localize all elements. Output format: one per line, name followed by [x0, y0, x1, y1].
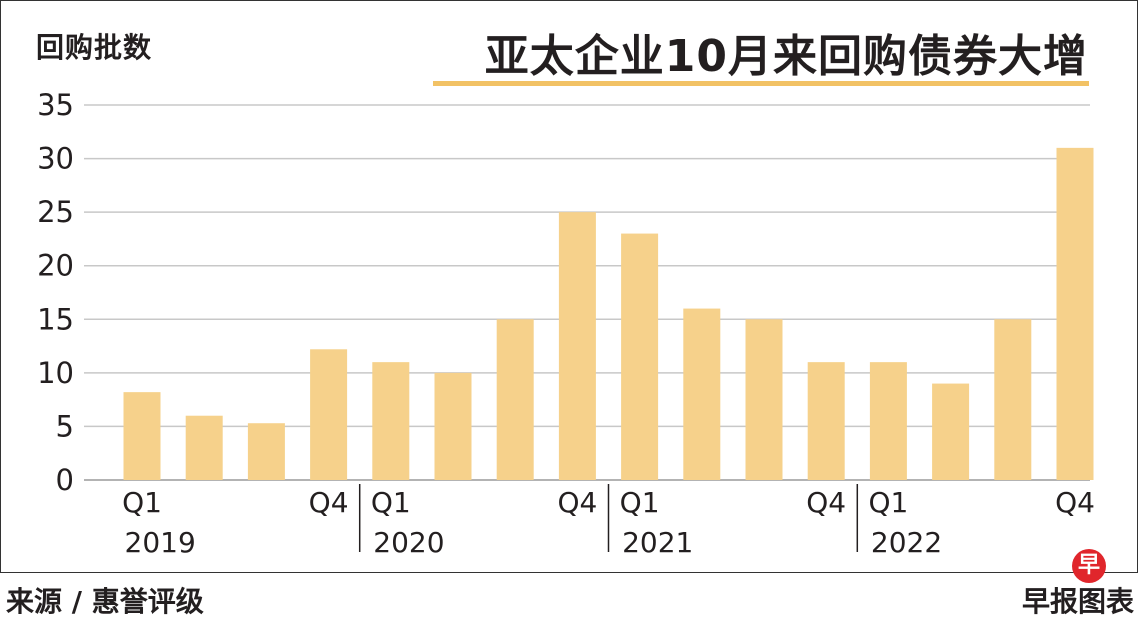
bar	[869, 362, 907, 480]
bar	[247, 423, 285, 480]
x-tick-label: Q4	[309, 486, 349, 519]
bar	[683, 308, 721, 480]
x-tick-label: Q1	[122, 486, 162, 519]
y-tick-label: 35	[37, 88, 74, 122]
y-tick-labels: 0 5 10 15 20 25 30 35	[37, 88, 74, 497]
year-label: 2021	[622, 526, 693, 559]
x-tick-label: Q4	[806, 486, 846, 519]
y-tick-label: 5	[56, 409, 74, 443]
bar	[994, 319, 1032, 480]
x-tick-label: Q1	[371, 486, 411, 519]
source-note: 来源 / 惠誉评级	[6, 585, 204, 618]
bar	[807, 362, 845, 480]
x-tick-label: Q1	[620, 486, 660, 519]
year-label: 2022	[871, 526, 942, 559]
year-separators	[358, 484, 859, 552]
bar	[1056, 147, 1094, 480]
y-tick-label: 10	[37, 356, 74, 390]
bar	[123, 392, 161, 480]
x-tick-labels: Q1 Q4 Q1 Q4 Q1 Q4 Q1 Q4	[122, 486, 1095, 519]
bar	[932, 383, 970, 480]
y-tick-label: 15	[37, 302, 74, 336]
bar	[185, 415, 223, 480]
brand-label: 早报图表	[1021, 585, 1134, 618]
zaobao-logo-icon: 早	[1072, 549, 1106, 583]
bar	[496, 319, 534, 480]
x-tick-label: Q1	[868, 486, 908, 519]
x-tick-label: Q4	[1055, 486, 1095, 519]
year-label: 2020	[373, 526, 444, 559]
bar	[372, 362, 410, 480]
x-tick-label: Q4	[557, 486, 597, 519]
year-labels: 2019 2020 2021 2022	[125, 526, 943, 559]
y-tick-label: 20	[37, 249, 74, 283]
y-axis-title: 回购批数	[36, 31, 153, 64]
y-tick-label: 0	[56, 463, 74, 497]
title-underline	[433, 81, 1089, 86]
chart-title: 亚太企业10月来回购债券大增	[484, 31, 1088, 82]
bar	[558, 212, 596, 480]
bars	[123, 147, 1094, 480]
bar	[434, 372, 472, 480]
bar	[310, 349, 348, 480]
y-tick-label: 25	[37, 195, 74, 229]
bar	[745, 319, 783, 480]
bar-chart: 0 5 10 15 20 25 30 35 Q1 Q4 Q1 Q4 Q1 Q4 Q1 Q4 2019 2020…	[37, 88, 1095, 559]
bar	[621, 233, 659, 480]
y-tick-label: 30	[37, 142, 74, 176]
year-label: 2019	[125, 526, 196, 559]
